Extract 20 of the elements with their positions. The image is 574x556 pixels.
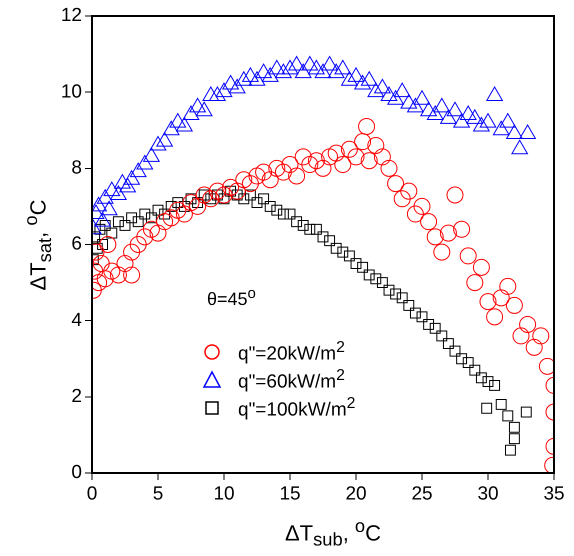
x-tick-label: 10 xyxy=(213,484,235,505)
x-tick-label: 15 xyxy=(279,484,301,505)
x-tick-label: 20 xyxy=(345,484,367,505)
x-tick-label: 0 xyxy=(86,484,98,505)
x-tick-label: 5 xyxy=(152,484,164,505)
x-tick-label: 35 xyxy=(543,484,565,505)
y-tick-label: 12 xyxy=(60,5,82,26)
x-tick-label: 25 xyxy=(411,484,433,505)
x-tick-label: 30 xyxy=(477,484,499,505)
legend-label: q"=60kW/m$^{2}$ xyxy=(238,366,345,394)
legend-label: q"=100kW/m$^{2}$ xyxy=(238,394,356,422)
y-tick-label: 6 xyxy=(71,234,82,255)
y-tick-label: 0 xyxy=(71,462,82,484)
y-tick-label: 10 xyxy=(60,81,82,102)
legend-label: q"=20kW/m$^{2}$ xyxy=(238,338,345,366)
y-tick-label: 4 xyxy=(71,310,82,331)
y-tick-label: 8 xyxy=(71,158,82,179)
annotation: θ=45$^{o}$ xyxy=(207,285,256,310)
x-axis-title: ΔT$_{sub}$, $^{o}$C xyxy=(284,515,382,551)
y-tick-label: 2 xyxy=(71,386,82,408)
